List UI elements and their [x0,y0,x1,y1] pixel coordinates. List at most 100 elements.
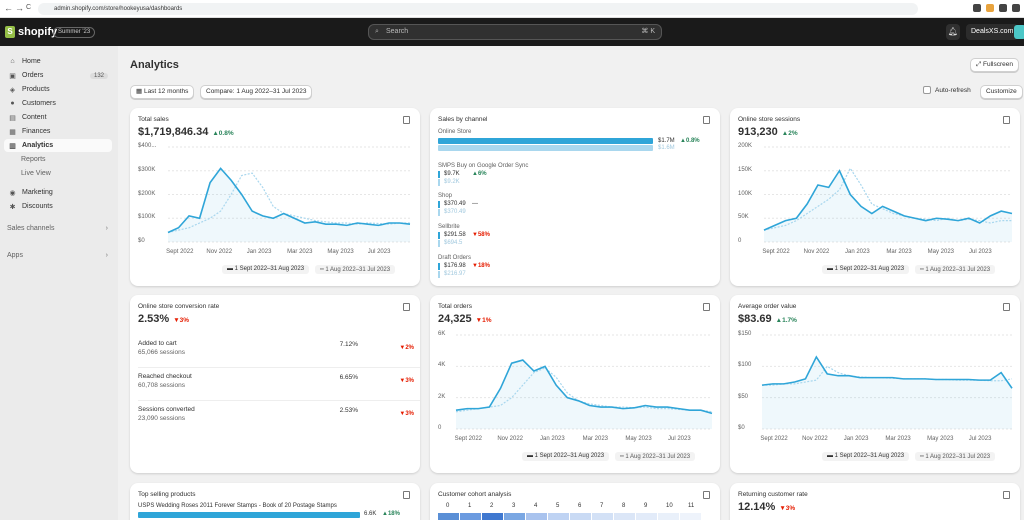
cohort-column-header: 9 [644,503,648,509]
sessions-chart: 200K 150K 100K 50K 0 Sept 2022 Nov 2022 Jan 202… [730,108,1020,286]
y-tick-label: $400... [138,143,157,149]
channel-bar-current [438,201,440,208]
returning-customer-rate-card[interactable]: Returning customer rate 12.14% ▼3% [730,483,1020,520]
date-range-button[interactable]: ▦ Last 12 months [130,85,195,99]
sidebar-item-analytics[interactable]: ▥ Analytics [4,139,112,152]
sidebar-item-label: Finances [22,128,51,135]
metric-value: 2.53% [138,313,170,325]
card-title: Total orders [438,303,472,310]
sidebar-item-orders[interactable]: ▣ Orders 132 [4,69,112,82]
export-icon[interactable] [1003,491,1010,499]
export-icon[interactable] [403,491,410,499]
channel-change: ▲6% [472,171,487,177]
checkbox[interactable] [923,86,931,94]
sidebar-item-marketing[interactable]: ◉ Marketing [4,186,112,199]
chart-legend: ▬ 1 Sept 2022–31 Aug 2023 ┅ 1 Aug 2022–31… [822,265,996,274]
metric-value: 913,230 [738,126,778,138]
customize-button[interactable]: Customize [980,85,1023,99]
search-input[interactable]: ⌕ Search ⌘ K [368,24,662,40]
export-icon[interactable] [1003,303,1010,311]
address-bar[interactable]: admin.shopify.com/store/hookeyusa/dashbo… [38,3,918,15]
legend-item-current[interactable]: ▬ 1 Sept 2022–31 Aug 2023 [822,452,910,461]
y-tick-label: 50K [738,214,749,221]
reload-icon[interactable]: C [26,4,32,11]
section-label: Sales channels [7,225,55,232]
funnel-sessions: 23,090 sessions [138,415,185,422]
auto-refresh-toggle[interactable]: Auto-refresh [923,86,971,94]
legend-item-previous[interactable]: ┅ 1 Aug 2022–31 Jul 2023 [915,265,996,274]
export-icon[interactable] [1003,116,1010,124]
y-tick-label: 2K [438,393,446,400]
y-tick-label: $0 [738,425,745,431]
legend-item-current[interactable]: ▬ 1 Sept 2022–31 Aug 2023 [222,265,310,274]
sidebar-item-label: Discounts [22,203,53,210]
legend-item-previous[interactable]: ┅ 1 Aug 2022–31 Jul 2023 [915,452,996,461]
finances-icon: ▦ [9,128,16,136]
average-order-value-card[interactable]: Average order value $83.69 ▲1.7% $150 $100… [730,295,1020,473]
content-icon: ▤ [9,114,16,122]
card-value: 24,325 ▼1% [438,313,491,325]
total-orders-card[interactable]: Total orders 24,325 ▼1% 6K 4K 2K 0 Sept 2022 N… [430,295,720,473]
legend-item-previous[interactable]: ┅ 1 Aug 2022–31 Jul 2023 [615,452,696,461]
sidebar-item-customers[interactable]: ● Customers [4,97,112,110]
export-icon[interactable] [703,303,710,311]
export-icon[interactable] [403,303,410,311]
sidebar-section-sales-channels[interactable]: Sales channels › [4,222,112,235]
extension-icon[interactable] [986,4,994,12]
x-tick-label: Mar 2023 [582,436,609,442]
legend-item-current[interactable]: ▬ 1 Sept 2022–31 Aug 2023 [822,265,910,274]
fullscreen-button[interactable]: ⤢ Fullscreen [970,58,1019,72]
sidebar-item-home[interactable]: ⌂ Home [4,55,112,68]
notifications-bell-icon[interactable]: 🔔︎ [946,24,960,40]
forward-icon[interactable]: → [15,3,24,13]
sessions-card[interactable]: Online store sessions 913,230 ▲2% 200K 150… [730,108,1020,286]
cohort-analysis-card[interactable]: Customer cohort analysis 0 1 2 3 4 5 6 7 8 9 10 11 [430,483,720,520]
sidebar-item-discounts[interactable]: ✱ Discounts [4,200,112,213]
legend-item-current[interactable]: ▬ 1 Sept 2022–31 Aug 2023 [522,452,610,461]
metric-value: 24,325 [438,313,472,325]
brand-name: shopify [18,26,58,38]
sales-by-channel-card[interactable]: Sales by channel Online Store $1.7M $1.6M ▲… [430,108,720,286]
sidebar-item-reports[interactable]: Reports [4,153,112,166]
export-icon[interactable] [703,491,710,499]
avatar[interactable] [1014,25,1024,39]
sidebar-item-live-view[interactable]: Live View [4,167,112,180]
back-icon[interactable]: ← [4,3,13,13]
metric-value: $83.69 [738,313,772,325]
series-line-current [167,167,411,234]
compare-button[interactable]: Compare: 1 Aug 2022–31 Jul 2023 [200,85,313,99]
sidebar-item-finances[interactable]: ▦ Finances [4,125,112,138]
total-sales-card[interactable]: Total sales $1,719,846.34 ▲0.8% $400... $3… [130,108,420,286]
metric-change: ▼3% [779,505,796,512]
profile-icon[interactable] [1012,4,1020,12]
export-icon[interactable] [703,116,710,124]
extension-icon[interactable] [999,4,1007,12]
store-menu[interactable]: DealsXS.com [966,24,1019,40]
y-tick-label: 6K [438,331,446,337]
legend-item-previous[interactable]: ┅ 1 Aug 2022–31 Jul 2023 [315,265,396,274]
channel-value-current: $370.49 [444,201,466,207]
card-value: 12.14% ▼3% [738,501,795,513]
card-value: 2.53% ▼3% [138,313,189,325]
funnel-change: ▼3% [399,411,414,417]
button-label: Last 12 months [143,88,189,95]
series-line-current [455,359,713,415]
auto-refresh-label: Auto-refresh [935,86,971,94]
sidebar-item-products[interactable]: ◈ Products [4,83,112,96]
extension-icon[interactable] [973,4,981,12]
total-sales-chart: $400... $300K $200K $100K $0 Sept 2022 Nov 202… [130,108,420,286]
button-label: Fullscreen [983,61,1013,68]
sidebar-item-content[interactable]: ▤ Content [4,111,112,124]
channel-value-current: $176.98 [444,263,466,269]
cohort-column-header: 8 [622,503,626,509]
channel-change: ▼58% [472,232,490,238]
channel-change: ▼18% [472,263,490,269]
top-selling-products-card[interactable]: Top selling products USPS Wedding Roses … [130,483,420,520]
sidebar-section-apps[interactable]: Apps › [4,249,112,262]
channel-row: Sellbrite $291.58 $694.5 ▼58% [438,224,718,247]
channel-value-current: $1.7M [658,138,675,144]
export-icon[interactable] [403,116,410,124]
conversion-rate-card[interactable]: Online store conversion rate 2.53% ▼3% Ad… [130,295,420,473]
y-tick-label: 150K [738,166,753,173]
